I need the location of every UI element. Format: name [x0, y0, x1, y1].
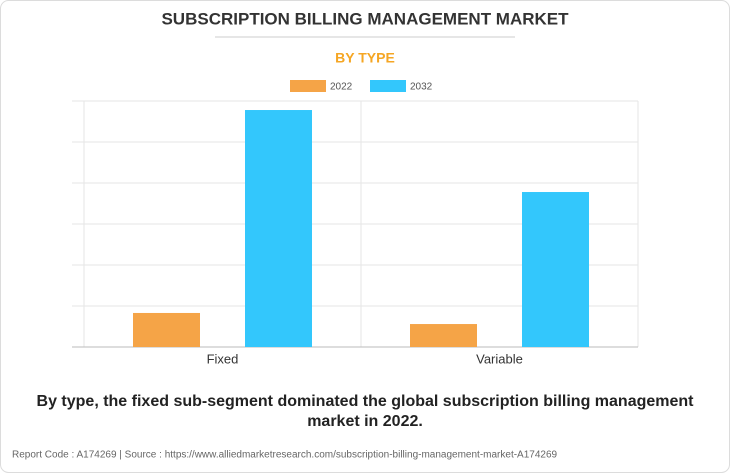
legend-label: 2032: [410, 82, 433, 93]
x-tick-label: Variable: [476, 351, 523, 366]
chart-subtitle: BY TYPE: [335, 50, 395, 66]
x-tick-label: Fixed: [207, 351, 239, 366]
legend-label: 2022: [330, 82, 353, 93]
chart-title: SUBSCRIPTION BILLING MANAGEMENT MARKET: [161, 9, 569, 28]
legend-swatch: [370, 80, 406, 92]
caption-box: By type, the fixed sub-segment dominated…: [36, 393, 694, 430]
caption: By type, the fixed sub-segment dominated…: [36, 393, 694, 430]
bar: [133, 312, 200, 347]
source: Report Code : A174269 | Source : https:/…: [12, 450, 558, 461]
bar: [522, 192, 589, 347]
bar: [410, 324, 477, 347]
legend-swatch: [290, 80, 326, 92]
bar: [245, 110, 312, 348]
